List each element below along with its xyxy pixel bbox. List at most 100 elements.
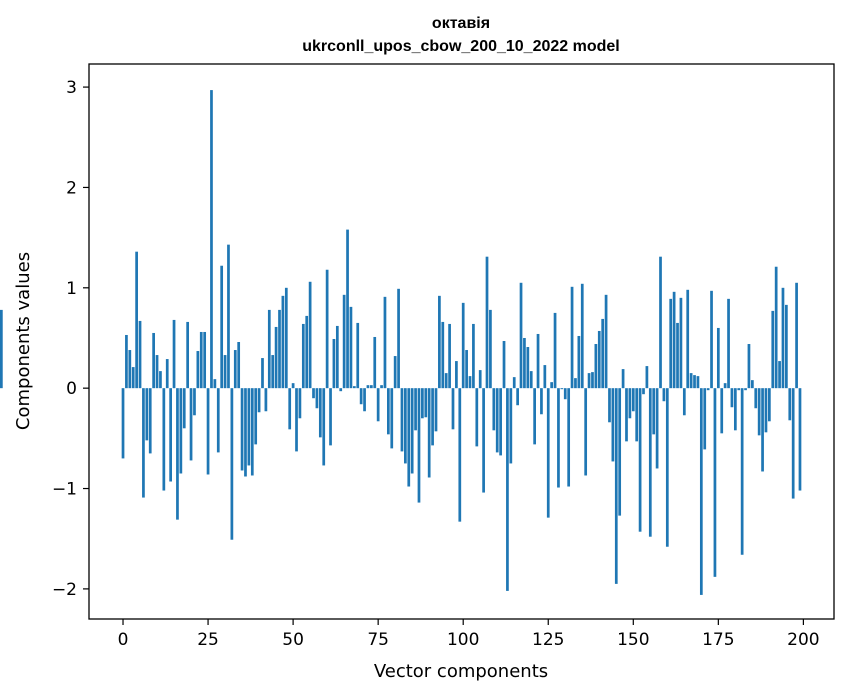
bar-158 [659,256,662,389]
bar-29 [220,265,224,389]
bar-145 [614,388,618,584]
bar-107 [485,256,489,389]
x-axis-label: Vector components [374,661,548,682]
bar-174 [713,388,717,577]
bar-168 [693,375,696,389]
bar-6 [142,388,145,498]
bar-2 [128,350,132,389]
bar-36 [244,388,247,477]
bar-126 [550,382,554,389]
bar-26 [210,90,213,389]
plot-frame [88,63,835,620]
bar-42 [264,388,268,412]
bar-65 [342,294,346,389]
bar-165 [682,388,686,416]
bar-52 [298,388,302,419]
bar-100 [461,302,465,389]
bar-181 [737,388,741,391]
bar-68 [352,386,356,389]
bar-16 [176,388,179,520]
bar-53 [301,323,305,389]
bar-195 [785,304,788,389]
bar-149 [628,388,632,419]
bar-188 [761,388,764,472]
bar-136 [584,388,588,476]
bar-187 [757,388,761,436]
bar-35 [240,388,244,471]
bar-151 [635,388,639,442]
bar-139 [594,344,598,389]
bar-173 [710,290,713,389]
bar-32 [230,388,234,540]
bar-150 [631,388,635,412]
bar-179 [730,388,734,408]
bar-106 [482,388,485,493]
bar-120 [529,371,533,389]
bar-119 [526,347,530,389]
bar-190 [768,388,771,422]
bar-19 [186,321,190,389]
bar-3 [131,367,135,389]
x-tick-label: 0 [118,630,129,650]
bar-176 [720,388,724,434]
bar-undefined [0,309,3,389]
bar-192 [774,266,778,389]
x-tick-label: 25 [197,630,219,650]
bar-146 [618,388,622,516]
bar-18 [182,388,186,429]
bar-163 [676,322,679,389]
bar-71 [363,388,366,412]
bar-178 [727,298,730,389]
bar-118 [523,337,526,389]
bar-11 [159,371,162,389]
y-tick-label: 0 [66,379,77,399]
bar-152 [638,388,642,532]
x-tick-label: 125 [532,630,564,650]
bar-182 [740,388,744,555]
bar-155 [648,388,652,537]
bar-62 [332,338,336,389]
bar-24 [203,331,207,389]
bar-17 [179,388,183,474]
bar-84 [407,388,411,487]
bar-159 [662,388,666,402]
bar-117 [519,282,523,389]
bar-7 [145,388,149,441]
bar-199 [798,388,802,491]
bar-74 [373,336,377,389]
bar-128 [557,388,560,488]
bar-38 [250,388,254,476]
y-tick-label: 2 [66,178,77,198]
bar-135 [580,283,584,389]
bar-55 [308,281,312,389]
bar-82 [400,388,404,452]
bar-160 [665,388,669,547]
bar-116 [516,388,519,406]
bar-30 [223,355,227,389]
bar-171 [703,388,707,450]
bar-122 [536,333,540,389]
x-tick-label: 75 [367,630,389,650]
bar-184 [747,344,751,389]
bar-5 [138,320,142,389]
bar-123 [540,388,543,415]
bar-57 [315,388,319,409]
bar-105 [478,370,482,389]
bar-34 [237,342,241,389]
y-tick-label: 3 [66,78,77,98]
bar-60 [325,269,329,389]
bar-144 [611,388,615,462]
bar-85 [410,388,414,474]
bar-21 [193,388,196,416]
bar-197 [791,388,795,499]
bar-133 [574,378,577,389]
bar-63 [335,325,339,389]
x-axis-ticks: 0 25 50 75 100 125 150 175 200 [118,619,820,650]
bar-58 [318,388,322,438]
bar-87 [417,388,421,503]
bar-75 [376,388,380,422]
bar-61 [329,388,332,446]
bar-111 [499,388,502,456]
bar-170 [699,388,703,595]
bar-13 [165,359,169,389]
